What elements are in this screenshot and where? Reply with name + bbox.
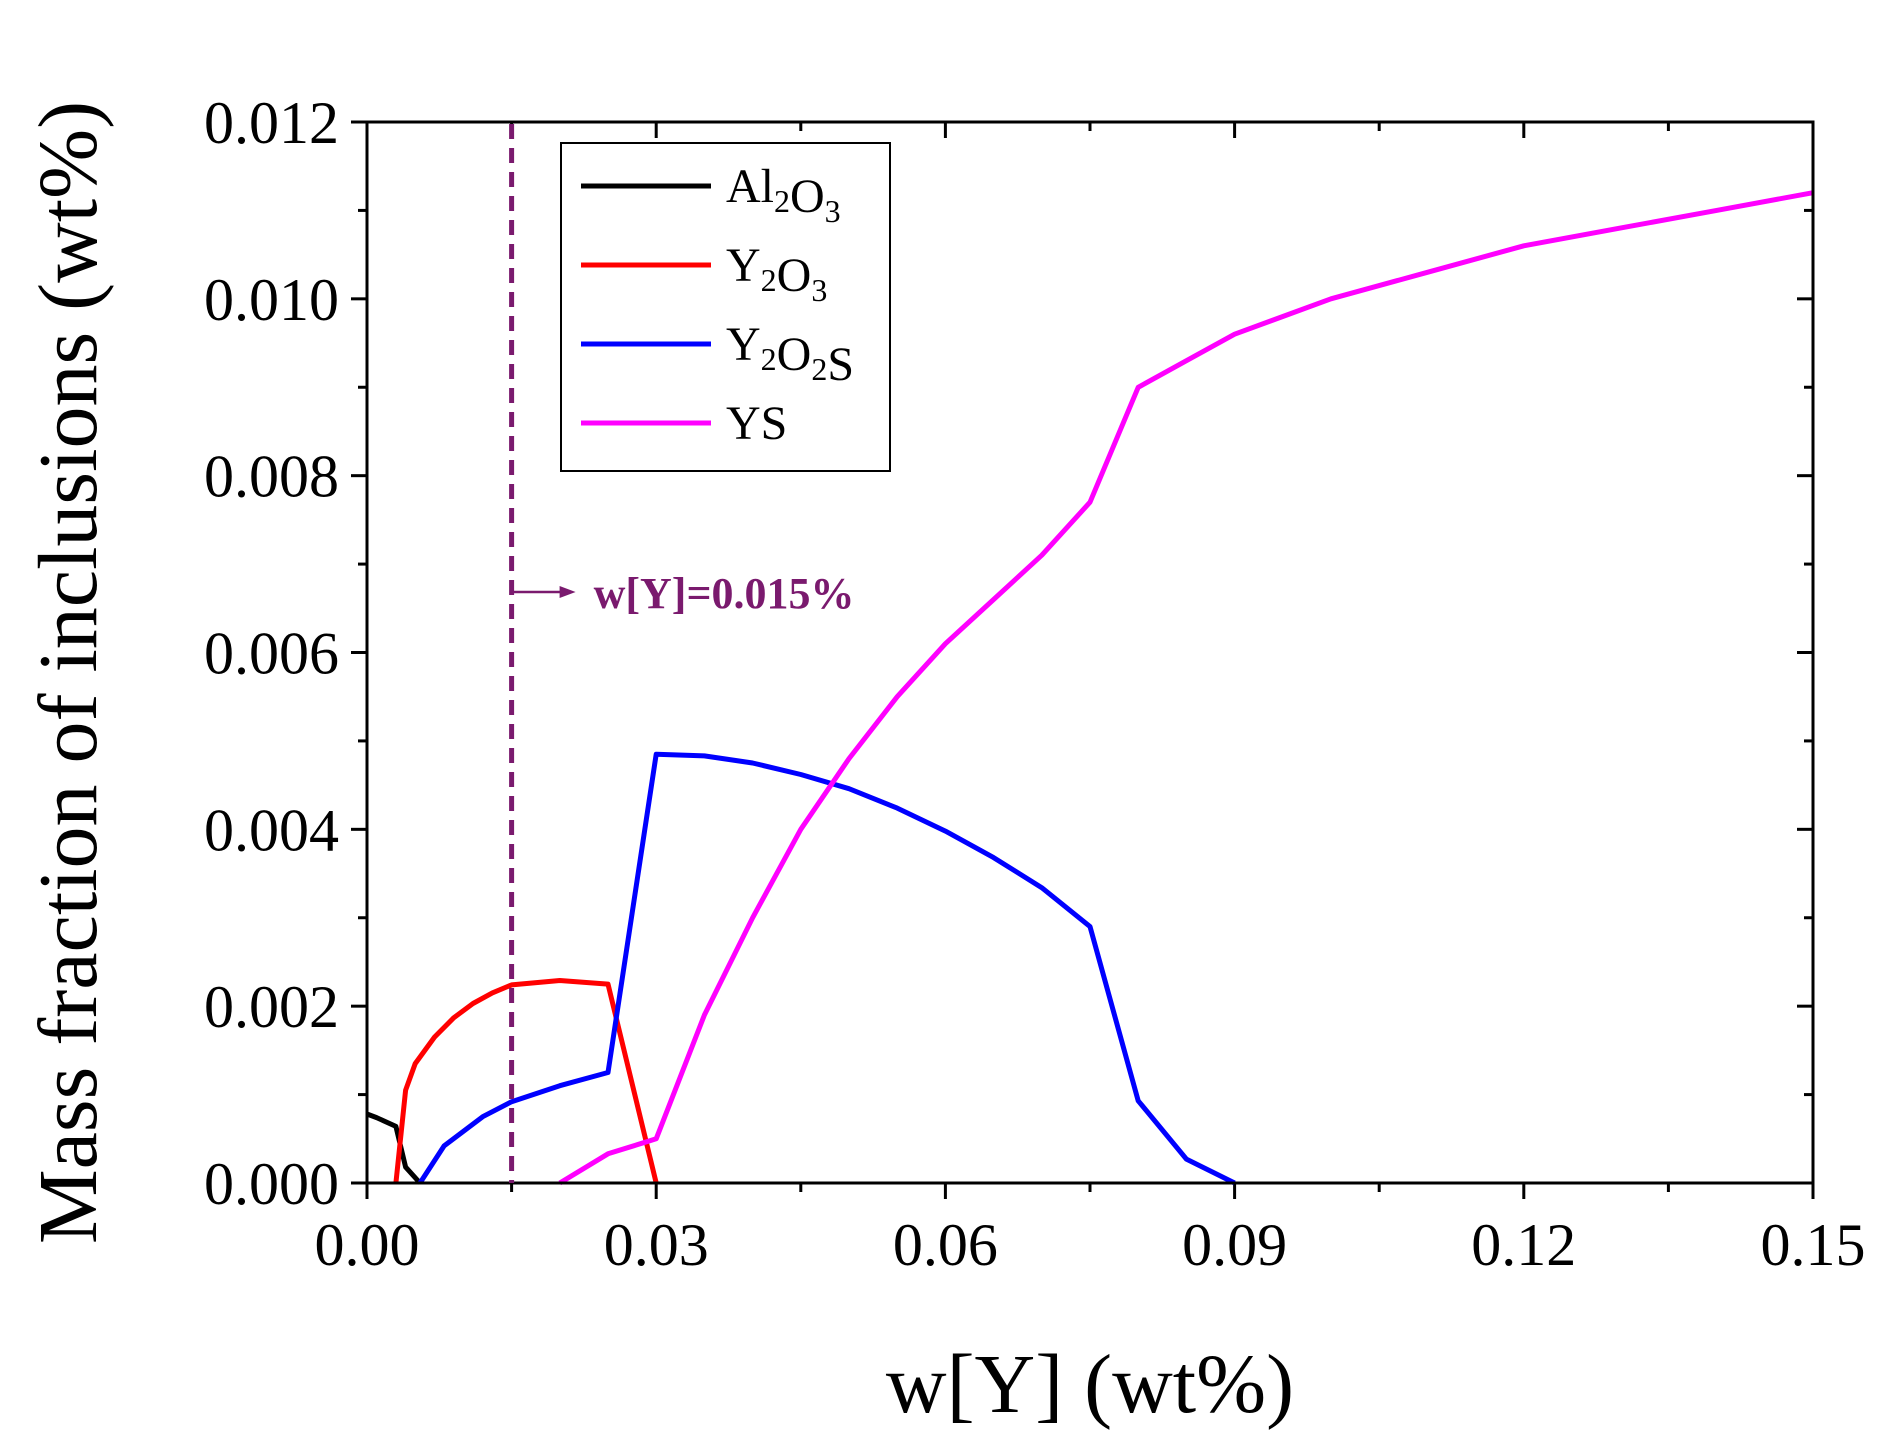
series-line-Y2O2S <box>417 751 1236 1186</box>
x-tick-label: 0.06 <box>893 1212 998 1278</box>
legend: Al2O3 Y2O3 Y2O2S YS <box>560 142 891 472</box>
y-tick-label: 0.010 <box>204 267 339 333</box>
annotation-layer: w[Y]=0.015% <box>509 124 855 1183</box>
x-tick-label: 0.15 <box>1761 1212 1866 1278</box>
series-layer <box>366 190 1814 1186</box>
y-tick-label: 0.012 <box>204 90 339 156</box>
annotation-arrow-head <box>559 586 576 598</box>
y-tick-label: 0.004 <box>204 797 339 863</box>
legend-box <box>560 142 891 472</box>
y-tick-label: 0.008 <box>204 444 339 510</box>
x-tick-label: 0.12 <box>1471 1212 1576 1278</box>
series-line-Al2O3 <box>366 1111 422 1185</box>
legend-label-Y2O2S: Y2O2S <box>726 318 854 391</box>
y-axis-title: Mass fraction of inclusions (wt%) <box>22 101 115 1244</box>
x-tick-label: 0.03 <box>604 1212 709 1278</box>
legend-label-Y2O3: Y2O3 <box>726 239 827 308</box>
series-line-Y2O3 <box>393 978 659 1184</box>
plot-frame <box>365 120 1815 1185</box>
y-tick-label: 0.000 <box>204 1151 339 1217</box>
x-axis-title: w[Y] (wt%) <box>886 1338 1294 1431</box>
tick-labels: 0.00 0.03 0.06 0.09 0.12 0.15 0.000 0.002 0.004 0… <box>204 90 1866 1278</box>
x-tick-label: 0.00 <box>315 1212 420 1278</box>
legend-label-YS: YS <box>726 397 787 450</box>
annotation-label: w[Y]=0.015% <box>594 569 855 618</box>
y-tick-label: 0.002 <box>204 974 339 1040</box>
legend-label-Al2O3: Al2O3 <box>726 160 841 229</box>
y-tick-label: 0.006 <box>204 621 339 687</box>
series-line-YS <box>558 190 1814 1186</box>
x-tick-label: 0.09 <box>1182 1212 1287 1278</box>
